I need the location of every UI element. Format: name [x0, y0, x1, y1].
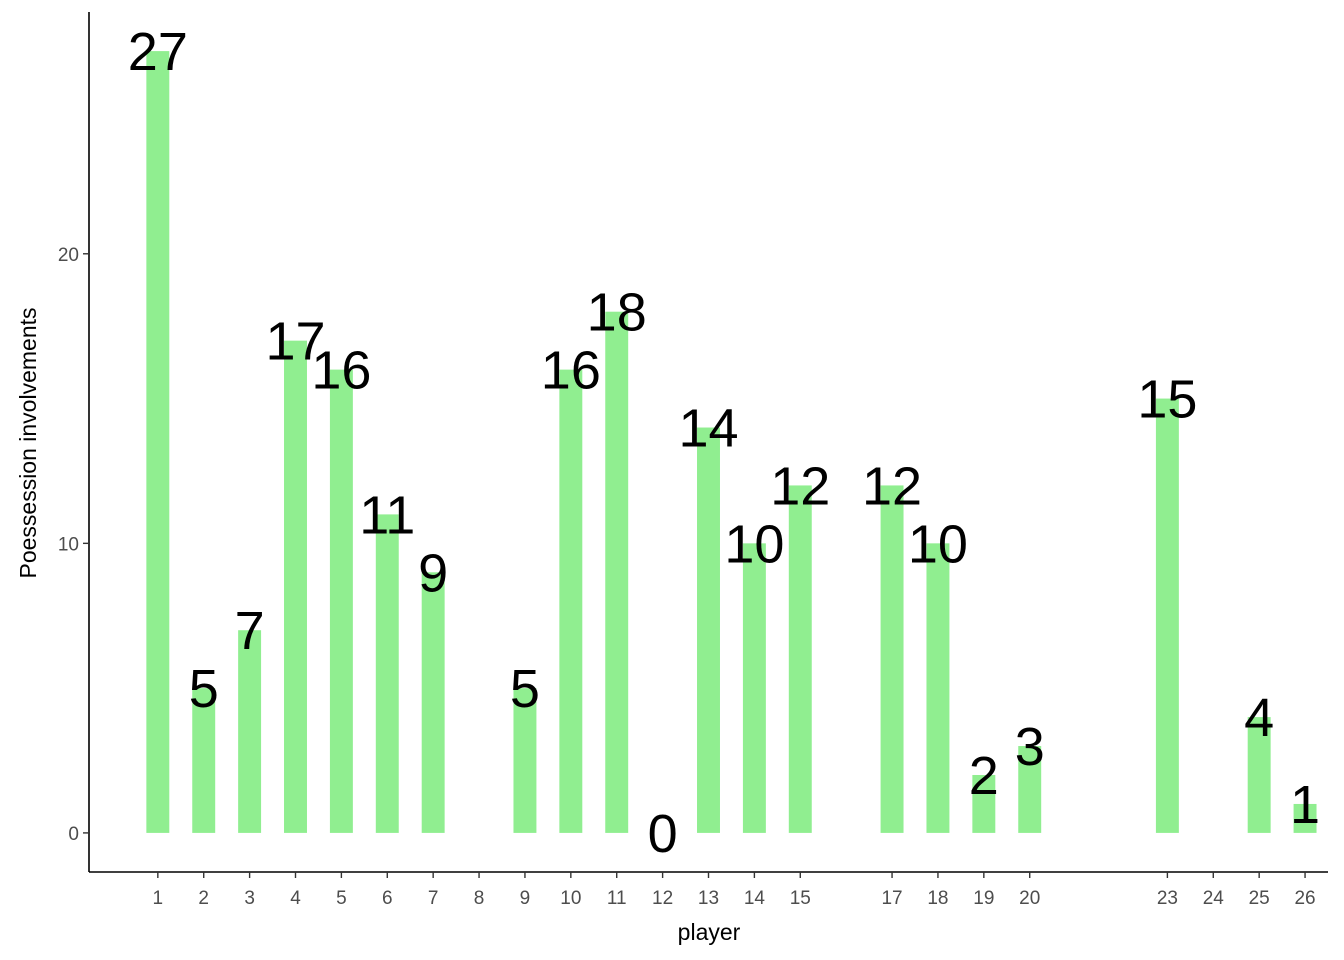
- x-tick-label: 2: [198, 888, 209, 909]
- bars-layer: [146, 51, 1317, 833]
- x-tick-label: 14: [744, 888, 766, 909]
- data-label-player-3: 7: [235, 601, 265, 661]
- data-label-player-26: 1: [1290, 775, 1320, 835]
- x-tick-label: 8: [474, 888, 485, 909]
- x-tick-label: 5: [336, 888, 347, 909]
- x-tick-label: 7: [428, 888, 439, 909]
- x-tick-label: 12: [652, 888, 673, 909]
- x-tick-label: 3: [244, 888, 255, 909]
- data-label-player-23: 15: [1137, 370, 1197, 430]
- bar-player-7: [421, 572, 445, 833]
- data-label-player-17: 12: [862, 456, 922, 516]
- bar-player-19: [972, 774, 996, 833]
- y-tick-label: 0: [68, 824, 79, 845]
- x-axis-title: player: [678, 919, 741, 945]
- bar-player-15: [788, 485, 812, 833]
- data-label-player-1: 27: [128, 22, 188, 82]
- bar-player-20: [1018, 746, 1042, 833]
- data-label-player-9: 5: [510, 659, 540, 719]
- x-tick-label: 6: [382, 888, 393, 909]
- x-axis-ticks: 1 2 3 4 5 6 7 8 9 10 11 12 13 14 15 17 18 19 20 23 24 25 26: [153, 872, 1316, 909]
- data-label-player-6: 11: [359, 485, 415, 545]
- data-label-player-15: 12: [770, 456, 830, 516]
- data-label-player-12: 0: [648, 804, 678, 864]
- bar-player-23: [1155, 398, 1179, 833]
- x-tick-label: 11: [607, 888, 627, 909]
- x-tick-label: 1: [153, 888, 164, 909]
- x-tick-label: 18: [927, 888, 948, 909]
- x-tick-label: 25: [1249, 888, 1270, 909]
- data-label-player-20: 3: [1015, 717, 1045, 777]
- data-label-player-10: 16: [541, 341, 601, 401]
- bar-player-26: [1293, 803, 1317, 833]
- data-label-player-18: 10: [908, 514, 968, 574]
- data-label-player-19: 2: [969, 746, 999, 806]
- data-label-player-5: 16: [311, 341, 371, 401]
- bar-player-6: [375, 514, 399, 833]
- y-tick-label: 20: [58, 245, 79, 266]
- x-tick-label: 13: [698, 888, 719, 909]
- bar-player-4: [284, 340, 307, 833]
- x-tick-label: 9: [520, 888, 531, 909]
- data-label-player-25: 4: [1244, 688, 1274, 748]
- x-tick-label: 24: [1203, 888, 1225, 909]
- bar-player-11: [605, 311, 629, 833]
- data-label-player-14: 10: [724, 514, 784, 574]
- x-tick-label: 17: [881, 888, 902, 909]
- bar-player-17: [880, 485, 904, 833]
- bar-player-9: [513, 688, 537, 833]
- y-axis-title: Poessession involvements: [15, 307, 41, 578]
- bar-player-13: [697, 427, 720, 833]
- x-tick-label: 20: [1019, 888, 1040, 909]
- bar-player-14: [742, 543, 766, 833]
- y-axis-ticks: 0 10 20: [58, 245, 89, 845]
- bar-player-25: [1247, 717, 1271, 833]
- data-label-player-7: 9: [418, 543, 448, 603]
- x-tick-label: 19: [973, 888, 994, 909]
- data-label-player-2: 5: [189, 659, 219, 719]
- data-label-player-11: 18: [587, 283, 647, 343]
- x-tick-label: 26: [1294, 888, 1315, 909]
- data-label-player-13: 14: [678, 399, 738, 459]
- bar-player-10: [559, 369, 583, 833]
- data-label-player-4: 17: [265, 312, 325, 372]
- bar-player-5: [329, 369, 353, 833]
- bar-player-2: [192, 688, 216, 833]
- bar-player-18: [926, 543, 950, 833]
- x-tick-label: 4: [290, 888, 301, 909]
- x-tick-label: 10: [560, 888, 581, 909]
- y-tick-label: 10: [58, 534, 79, 555]
- bar-player-3: [238, 630, 262, 833]
- x-tick-label: 15: [790, 888, 811, 909]
- bar-player-1: [146, 51, 170, 833]
- x-tick-label: 23: [1157, 888, 1178, 909]
